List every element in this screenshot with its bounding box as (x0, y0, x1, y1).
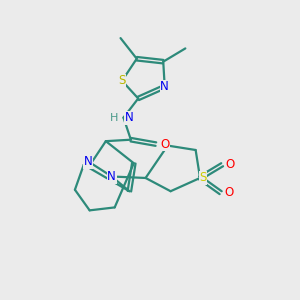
Text: N: N (84, 155, 92, 168)
Text: N: N (125, 111, 134, 124)
Text: S: S (199, 172, 207, 184)
Text: H: H (110, 112, 118, 123)
Text: O: O (160, 138, 169, 151)
Text: O: O (226, 158, 235, 171)
Text: N: N (160, 80, 169, 93)
Text: N: N (107, 170, 116, 183)
Text: O: O (224, 186, 233, 199)
Text: S: S (118, 74, 126, 87)
